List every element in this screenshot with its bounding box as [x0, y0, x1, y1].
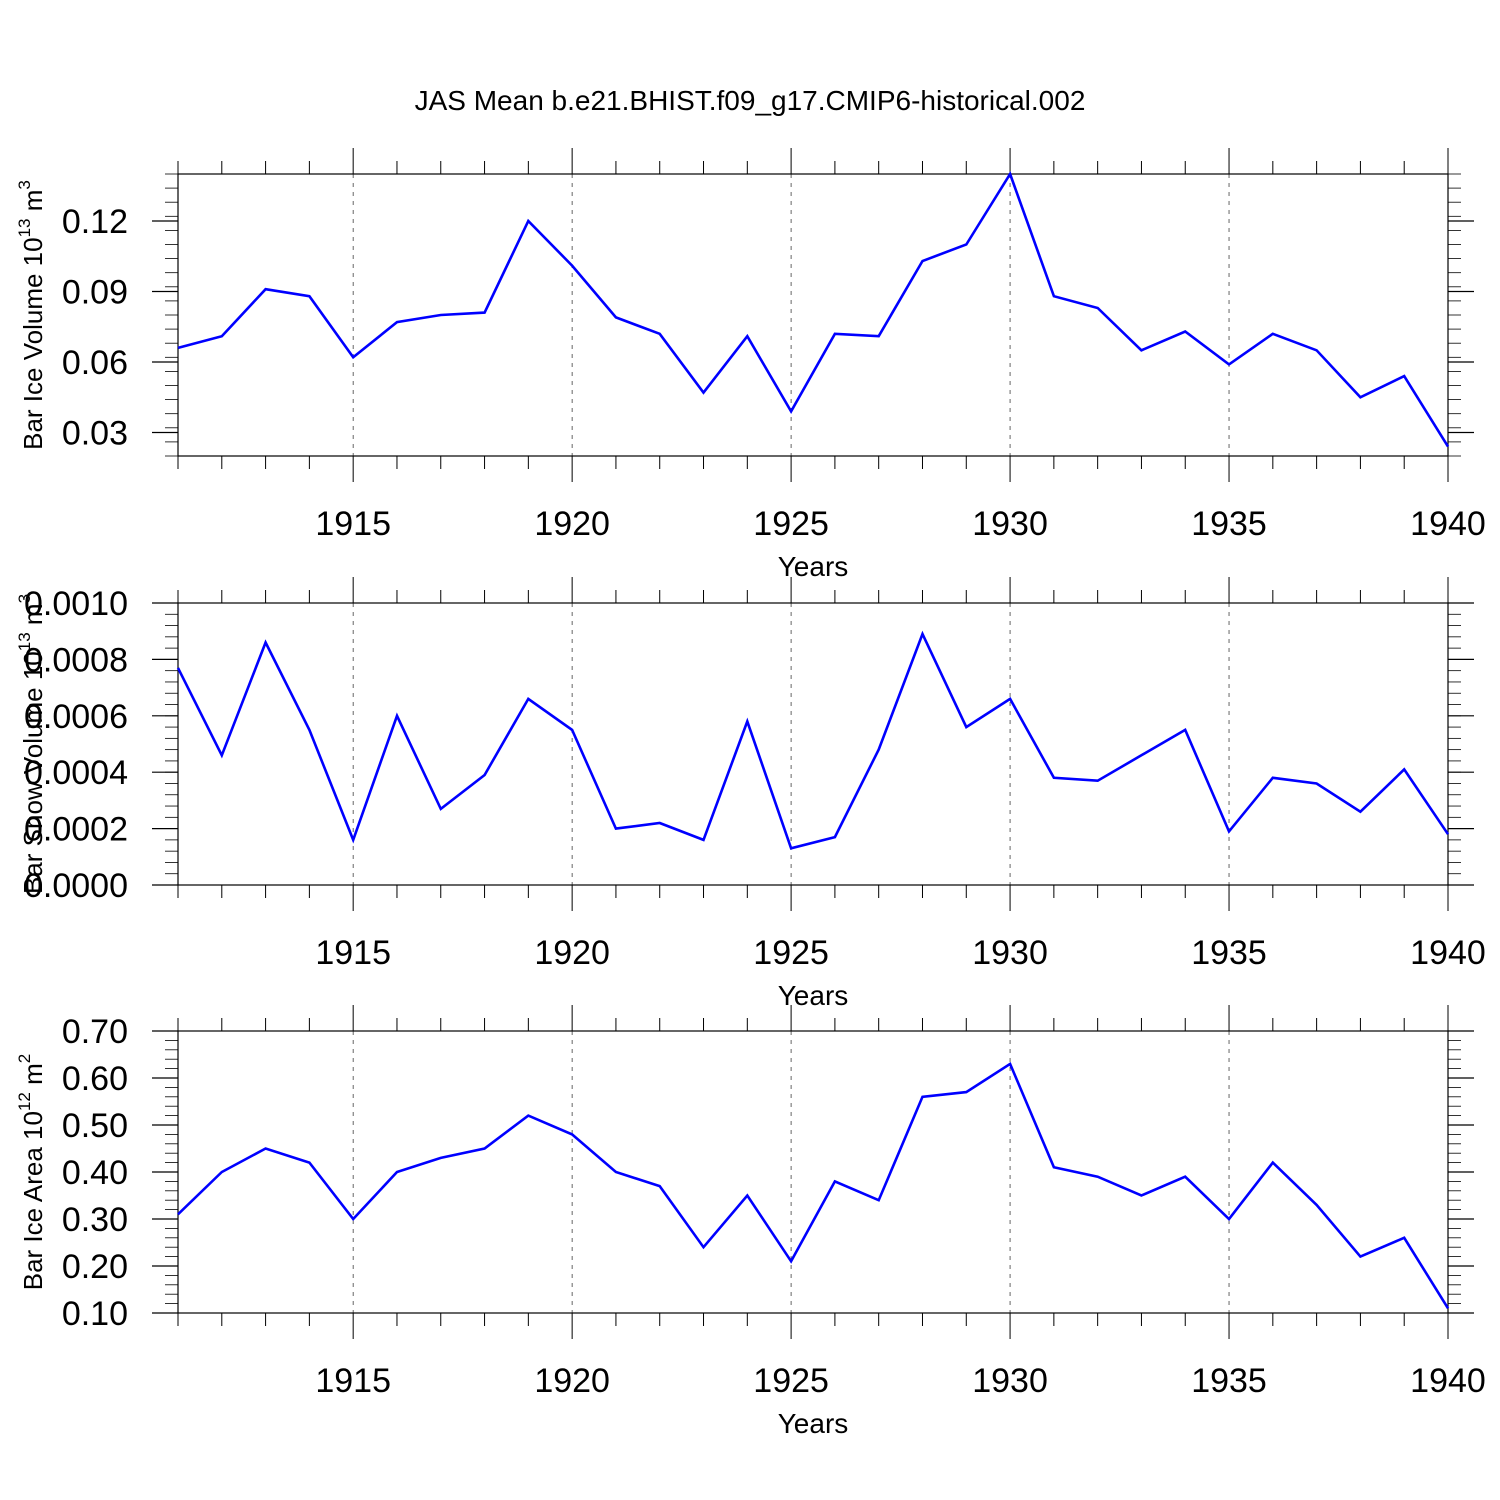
y-tick-label: 0.30	[62, 1201, 128, 1239]
x-tick-label: 1920	[534, 934, 610, 972]
x-axis-label: Years	[778, 551, 849, 582]
x-tick-label: 1930	[972, 934, 1048, 972]
x-tick-label: 1935	[1191, 934, 1267, 972]
y-tick-label: 0.0006	[24, 698, 128, 736]
x-tick-label: 1925	[753, 1362, 829, 1400]
y-axis-label: Bar Ice Area 1012 m2	[15, 1054, 48, 1291]
y-tick-label: 0.09	[62, 274, 128, 312]
x-tick-label: 1925	[753, 934, 829, 972]
y-tick-label: 0.20	[62, 1248, 128, 1286]
x-tick-label: 1925	[753, 505, 829, 543]
y-tick-label: 0.0008	[24, 641, 128, 679]
y-tick-label: 0.0000	[24, 867, 128, 905]
panel-2: 0.0000 0.0002 0.0004 0.0006 0.0008 0.0010 1915…	[15, 577, 1486, 1011]
x-tick-label: 1920	[534, 1362, 610, 1400]
x-tick-label: 1935	[1191, 505, 1267, 543]
y-tick-label: 0.10	[62, 1295, 128, 1333]
y-tick-label: 0.0002	[24, 811, 128, 849]
x-tick-label: 1930	[972, 505, 1048, 543]
x-axis-label: Years	[778, 980, 849, 1011]
figure-title: JAS Mean b.e21.BHIST.f09_g17.CMIP6-histo…	[415, 85, 1086, 116]
y-tick-label: 0.60	[62, 1060, 128, 1098]
panel-3: 0.10 0.20 0.30 0.40 0.50 0.60 0.70 1915 1920 1925…	[15, 1005, 1486, 1439]
x-tick-label: 1940	[1410, 934, 1486, 972]
y-tick-label: 0.06	[62, 344, 128, 382]
x-tick-label: 1930	[972, 1362, 1048, 1400]
panel-1: 0.03 0.06 0.09 0.12 1915 1920 1925 1930 1935 1940…	[15, 148, 1486, 582]
y-tick-label: 0.0004	[24, 754, 128, 792]
data-line	[176, 630, 1450, 850]
x-tick-label: 1920	[534, 505, 610, 543]
x-tick-label: 1940	[1410, 505, 1486, 543]
x-axis-label: Years	[778, 1408, 849, 1439]
y-tick-label: 0.70	[62, 1013, 128, 1051]
y-tick-label: 0.12	[62, 203, 128, 241]
y-tick-label: 0.0010	[24, 585, 128, 623]
y-axis-label: Bar Ice Volume 1013 m3	[15, 180, 48, 450]
x-tick-label: 1915	[315, 1362, 391, 1400]
x-tick-label: 1940	[1410, 1362, 1486, 1400]
data-line	[177, 1061, 1450, 1309]
x-tick-label: 1935	[1191, 1362, 1267, 1400]
y-axis-label: Bar Snow Volume 1013 m3	[15, 594, 48, 894]
y-tick-label: 0.40	[62, 1154, 128, 1192]
panels: 0.03 0.06 0.09 0.12 1915 1920 1925 1930 1935 1940…	[15, 148, 1486, 1439]
plot-frame	[177, 602, 1449, 886]
data-line	[177, 171, 1450, 448]
y-tick-label: 0.50	[62, 1107, 128, 1145]
x-tick-label: 1915	[315, 934, 391, 972]
y-tick-label: 0.03	[62, 415, 128, 453]
x-tick-label: 1915	[315, 505, 391, 543]
